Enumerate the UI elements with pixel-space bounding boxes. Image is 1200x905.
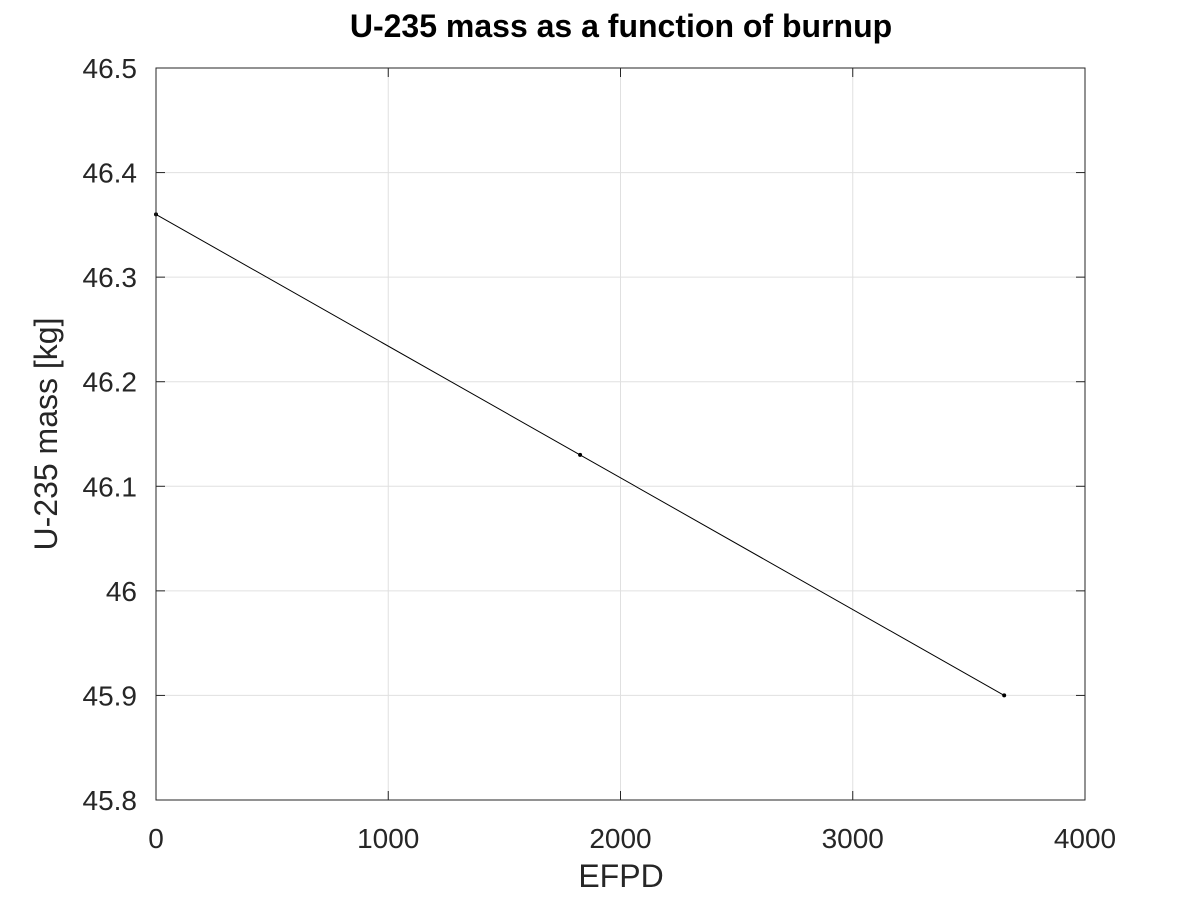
- y-tick-label: 45.8: [83, 785, 138, 816]
- y-tick-label: 46.5: [83, 53, 138, 84]
- data-point: [1002, 693, 1007, 698]
- x-tick-label: 4000: [1054, 823, 1116, 854]
- x-tick-label: 0: [148, 823, 164, 854]
- grid: [156, 68, 1085, 800]
- x-tick-label: 3000: [822, 823, 884, 854]
- y-tick-label: 45.9: [83, 680, 138, 711]
- y-axis-label: U-235 mass [kg]: [28, 318, 64, 551]
- y-tick-labels: 45.8 45.9 46 46.1 46.2 46.3 46.4 46.5: [83, 53, 138, 816]
- x-tick-label: 2000: [589, 823, 651, 854]
- chart-title: U-235 mass as a function of burnup: [350, 8, 892, 44]
- y-tick-label: 46.2: [83, 367, 138, 398]
- y-tick-label: 46: [106, 576, 137, 607]
- series-layer: [154, 212, 1007, 698]
- x-tick-labels: 0 1000 2000 3000 4000: [148, 823, 1116, 854]
- y-tick-label: 46.4: [83, 158, 138, 189]
- x-tick-label: 1000: [357, 823, 419, 854]
- x-axis-label: EFPD: [578, 858, 663, 894]
- y-tick-label: 46.1: [83, 471, 138, 502]
- plot-frame: [155, 67, 1086, 801]
- y-tick-label: 46.3: [83, 262, 138, 293]
- data-point: [578, 452, 583, 457]
